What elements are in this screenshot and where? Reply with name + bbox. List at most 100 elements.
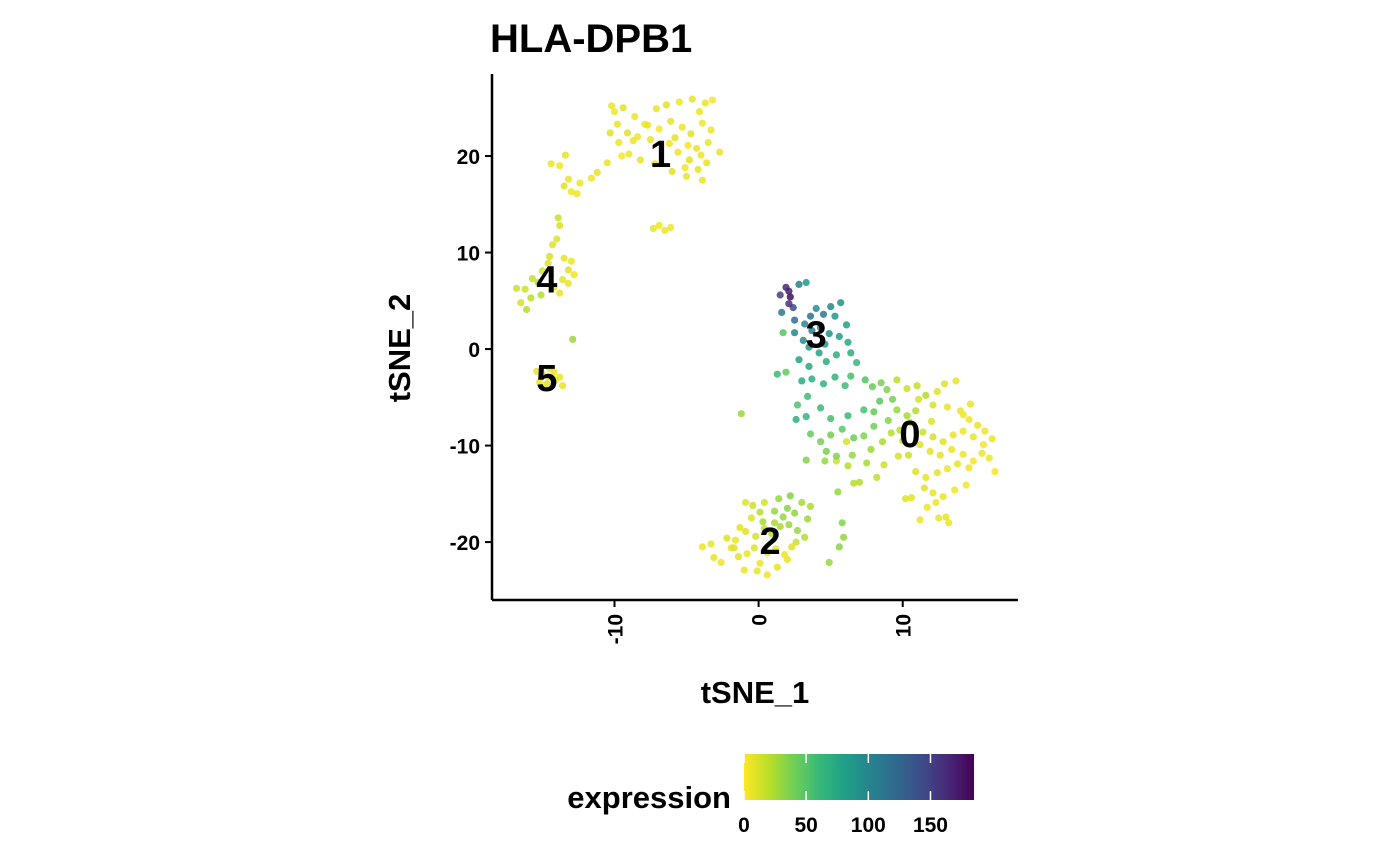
cell-point <box>608 102 616 110</box>
cell-point <box>749 501 757 509</box>
cell-point <box>959 450 967 458</box>
cell-point <box>785 300 793 308</box>
cell-point <box>927 417 936 425</box>
cell-point <box>665 139 673 148</box>
cell-point <box>822 447 830 455</box>
cell-point <box>593 168 601 176</box>
cell-point <box>707 126 715 134</box>
cell-point <box>795 356 803 364</box>
cell-point <box>821 340 829 348</box>
cell-point <box>559 276 567 284</box>
cell-point <box>546 252 554 260</box>
cell-point <box>832 351 841 359</box>
cell-point <box>969 457 977 465</box>
cell-point <box>896 426 904 434</box>
cell-point <box>935 514 943 522</box>
cell-point <box>671 134 679 142</box>
cell-point <box>743 550 751 558</box>
cell-point <box>933 387 941 396</box>
cell-point <box>675 98 683 106</box>
legend-tick-label: 0 <box>738 814 750 837</box>
cell-point <box>779 513 787 521</box>
cell-point <box>884 416 892 425</box>
cell-point <box>793 401 802 409</box>
cell-point <box>940 380 949 388</box>
cell-point <box>760 525 769 533</box>
legend: expression 0 50 100 150 <box>567 754 974 837</box>
cluster-label-4: 4 <box>536 260 557 302</box>
cell-point <box>827 415 835 423</box>
cell-point <box>770 519 779 527</box>
cell-point <box>919 428 927 436</box>
cell-point <box>860 406 868 414</box>
cell-point <box>870 422 878 430</box>
cell-point <box>737 410 745 418</box>
cell-point <box>868 383 877 391</box>
cell-point <box>613 120 622 128</box>
cell-point <box>942 513 950 521</box>
cell-point <box>806 312 815 320</box>
cell-point <box>730 544 738 552</box>
cell-point <box>834 488 842 496</box>
cell-point <box>844 338 852 346</box>
cell-point <box>798 377 806 385</box>
cell-point <box>717 558 725 567</box>
cell-point <box>819 310 828 318</box>
cell-point <box>838 519 846 527</box>
cell-point <box>786 293 794 301</box>
cell-point <box>736 524 744 532</box>
cell-point <box>791 509 799 517</box>
chart-title: HLA-DPB1 <box>490 17 692 61</box>
cell-point <box>812 304 820 313</box>
cell-point <box>805 362 813 370</box>
cell-point <box>661 226 669 234</box>
y-tick-label: 20 <box>457 146 480 169</box>
cell-point <box>893 406 901 414</box>
cell-point <box>747 514 756 522</box>
cell-point <box>615 138 623 147</box>
cell-point <box>880 461 888 469</box>
cell-point <box>785 287 793 295</box>
cell-point <box>985 454 993 462</box>
cluster-label-2: 2 <box>760 521 781 563</box>
cell-point <box>844 412 852 420</box>
cell-point <box>742 527 750 536</box>
cell-point <box>619 104 627 112</box>
cell-point <box>655 221 663 230</box>
cell-point <box>863 459 871 467</box>
cell-point <box>853 359 861 367</box>
cell-point <box>610 108 619 116</box>
cell-point <box>682 172 691 180</box>
cell-point <box>667 117 675 125</box>
cell-point <box>544 373 552 381</box>
cell-point <box>821 457 829 465</box>
cell-point <box>832 452 841 460</box>
cell-point <box>698 176 707 184</box>
cell-point <box>959 427 967 435</box>
cell-point <box>791 316 799 324</box>
cell-point <box>547 160 555 168</box>
cell-point <box>667 223 675 232</box>
cell-point <box>559 382 567 390</box>
cell-point <box>521 285 529 293</box>
cell-point <box>943 403 952 411</box>
cell-point <box>847 349 855 357</box>
cell-point <box>776 291 784 299</box>
cell-point <box>861 376 869 384</box>
cell-point <box>873 473 881 481</box>
cell-point <box>576 179 584 187</box>
legend-ticks: 0 50 100 150 <box>738 754 948 837</box>
scatter-points <box>512 95 999 579</box>
cell-point <box>543 380 551 388</box>
cell-point <box>912 407 920 415</box>
cell-point <box>537 291 545 299</box>
cluster-label-0: 0 <box>899 414 920 456</box>
cell-point <box>835 543 843 551</box>
cell-point <box>899 437 907 445</box>
cell-point <box>662 101 671 109</box>
cell-point <box>838 425 846 433</box>
cell-point <box>792 538 800 546</box>
cell-point <box>835 332 843 341</box>
cell-point <box>512 284 521 292</box>
cell-point <box>791 329 799 337</box>
